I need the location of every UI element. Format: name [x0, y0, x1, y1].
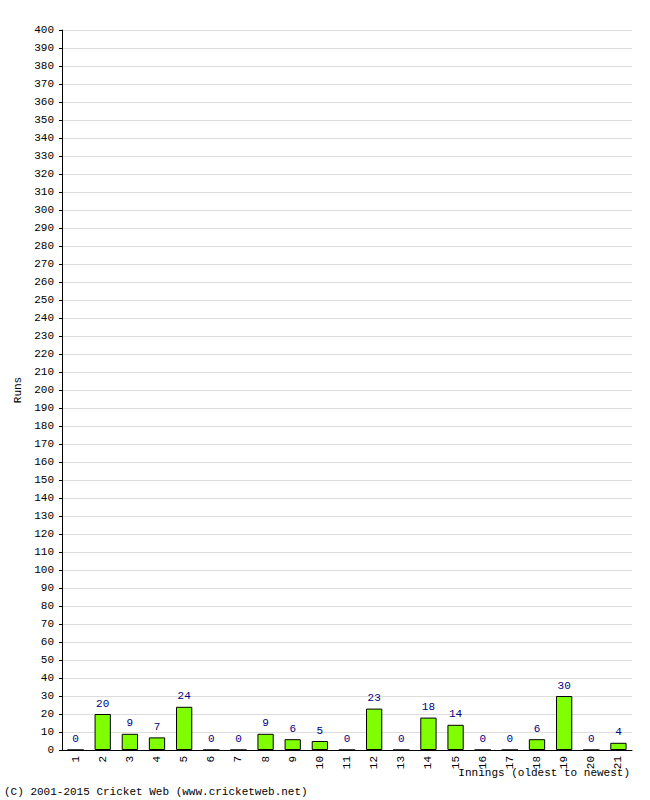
svg-text:280: 280	[34, 240, 54, 252]
svg-text:250: 250	[34, 294, 54, 306]
svg-text:17: 17	[504, 756, 516, 769]
svg-text:20: 20	[41, 708, 54, 720]
svg-text:12: 12	[368, 756, 380, 769]
svg-text:0: 0	[588, 733, 595, 745]
svg-text:0: 0	[398, 733, 405, 745]
svg-text:30: 30	[558, 680, 571, 692]
svg-text:220: 220	[34, 348, 54, 360]
svg-text:60: 60	[41, 636, 54, 648]
svg-text:0: 0	[208, 733, 215, 745]
svg-text:7: 7	[232, 756, 244, 763]
svg-text:360: 360	[34, 96, 54, 108]
svg-text:0: 0	[72, 733, 79, 745]
svg-text:19: 19	[558, 756, 570, 769]
svg-text:8: 8	[260, 756, 272, 763]
svg-text:23: 23	[368, 692, 381, 704]
svg-text:330: 330	[34, 150, 54, 162]
svg-text:90: 90	[41, 582, 54, 594]
svg-text:3: 3	[124, 756, 136, 763]
svg-text:300: 300	[34, 204, 54, 216]
svg-text:0: 0	[47, 744, 54, 756]
svg-text:11: 11	[341, 756, 353, 770]
svg-text:7: 7	[154, 721, 161, 733]
svg-text:340: 340	[34, 132, 54, 144]
svg-text:9: 9	[262, 717, 269, 729]
svg-text:16: 16	[477, 756, 489, 769]
svg-text:18: 18	[531, 756, 543, 769]
svg-text:20: 20	[585, 756, 597, 769]
svg-text:150: 150	[34, 474, 54, 486]
svg-text:350: 350	[34, 114, 54, 126]
svg-text:14: 14	[422, 756, 434, 770]
svg-text:(C) 2001-2015 Cricket Web (www: (C) 2001-2015 Cricket Web (www.cricketwe…	[4, 786, 308, 798]
svg-text:9: 9	[127, 717, 134, 729]
svg-text:190: 190	[34, 402, 54, 414]
svg-text:170: 170	[34, 438, 54, 450]
svg-text:6: 6	[534, 723, 541, 735]
svg-text:120: 120	[34, 528, 54, 540]
svg-text:130: 130	[34, 510, 54, 522]
svg-text:260: 260	[34, 276, 54, 288]
svg-text:160: 160	[34, 456, 54, 468]
svg-text:400: 400	[34, 24, 54, 36]
svg-text:15: 15	[450, 756, 462, 769]
svg-text:100: 100	[34, 564, 54, 576]
svg-text:0: 0	[344, 733, 351, 745]
svg-text:0: 0	[479, 733, 486, 745]
svg-text:18: 18	[422, 701, 435, 713]
svg-text:10: 10	[41, 726, 54, 738]
svg-text:80: 80	[41, 600, 54, 612]
svg-text:21: 21	[612, 756, 624, 770]
svg-text:10: 10	[314, 756, 326, 769]
svg-text:24: 24	[178, 690, 192, 702]
svg-text:40: 40	[41, 672, 54, 684]
svg-text:70: 70	[41, 618, 54, 630]
svg-text:200: 200	[34, 384, 54, 396]
svg-text:310: 310	[34, 186, 54, 198]
svg-text:9: 9	[287, 756, 299, 763]
svg-text:0: 0	[507, 733, 514, 745]
svg-text:230: 230	[34, 330, 54, 342]
svg-text:270: 270	[34, 258, 54, 270]
svg-text:290: 290	[34, 222, 54, 234]
svg-text:20: 20	[96, 698, 109, 710]
svg-text:180: 180	[34, 420, 54, 432]
svg-text:6: 6	[205, 756, 217, 763]
svg-text:13: 13	[395, 756, 407, 769]
svg-text:6: 6	[289, 723, 296, 735]
svg-text:320: 320	[34, 168, 54, 180]
svg-text:50: 50	[41, 654, 54, 666]
svg-text:14: 14	[449, 708, 463, 720]
svg-text:380: 380	[34, 60, 54, 72]
svg-text:5: 5	[317, 725, 324, 737]
svg-text:5: 5	[178, 756, 190, 763]
svg-text:210: 210	[34, 366, 54, 378]
svg-text:240: 240	[34, 312, 54, 324]
svg-text:110: 110	[34, 546, 54, 558]
svg-text:140: 140	[34, 492, 54, 504]
svg-text:30: 30	[41, 690, 54, 702]
svg-text:2: 2	[97, 756, 109, 763]
svg-text:4: 4	[151, 756, 163, 763]
svg-text:4: 4	[615, 726, 622, 738]
svg-text:Runs: Runs	[12, 377, 24, 403]
svg-text:Innings (oldest to newest): Innings (oldest to newest)	[458, 766, 630, 779]
svg-text:0: 0	[235, 733, 242, 745]
svg-text:1: 1	[70, 756, 82, 763]
svg-text:390: 390	[34, 42, 54, 54]
svg-text:370: 370	[34, 78, 54, 90]
